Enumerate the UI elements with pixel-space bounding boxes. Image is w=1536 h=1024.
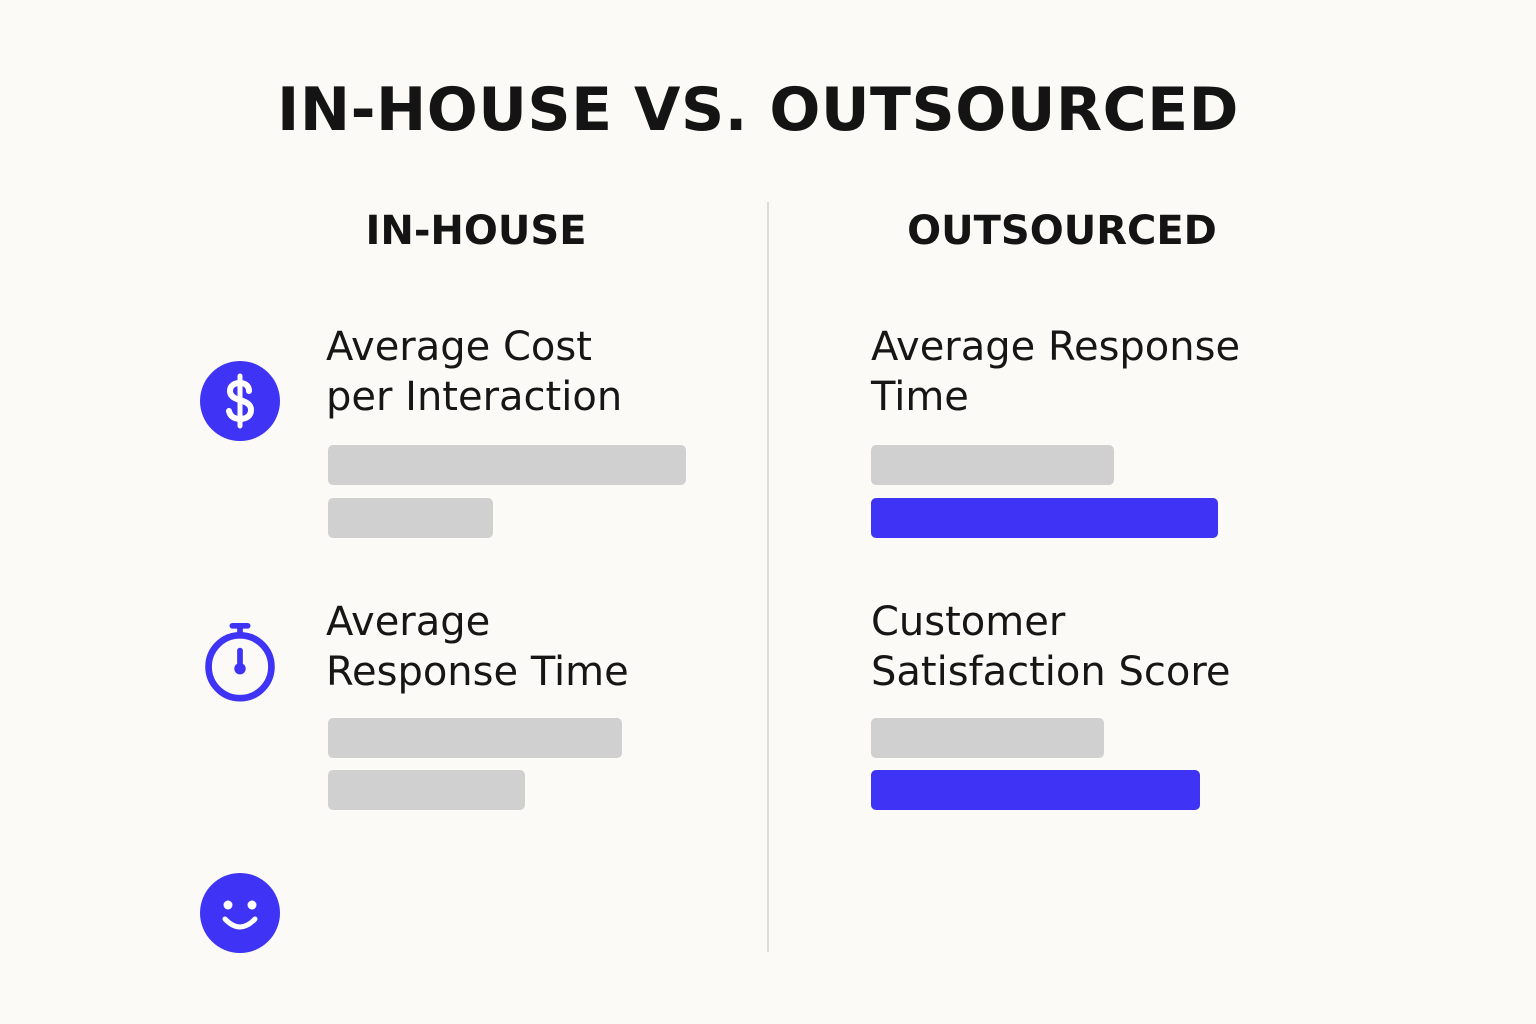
- outsourced-satisfaction-bar-2: [871, 770, 1200, 810]
- label-line: Average: [326, 599, 491, 645]
- label-line: Average Cost: [326, 324, 592, 370]
- outsourced-response-bar-1: [871, 445, 1114, 485]
- in-house-response-bar-1: [328, 718, 622, 758]
- in-house-cost-bar-1: [328, 445, 686, 485]
- page-title: IN-HOUSE VS. OUTSOURCED: [277, 75, 1239, 145]
- column-divider: [767, 202, 769, 952]
- label-line: Satisfaction Score: [871, 649, 1231, 695]
- label-line: Time: [871, 374, 969, 420]
- outsourced-metric-satisfaction-label: Customer Satisfaction Score: [871, 597, 1231, 697]
- label-line: per Interaction: [326, 374, 623, 420]
- label-line: Response Time: [326, 649, 629, 695]
- in-house-response-bar-2: [328, 770, 525, 810]
- in-house-cost-bar-2: [328, 498, 493, 538]
- outsourced-response-bar-2: [871, 498, 1218, 538]
- outsourced-heading: OUTSOURCED: [907, 208, 1217, 254]
- in-house-heading: IN-HOUSE: [365, 208, 587, 254]
- label-line: Average Response: [871, 324, 1241, 370]
- outsourced-satisfaction-bar-1: [871, 718, 1104, 758]
- in-house-metric-response-label: Average Response Time: [326, 597, 629, 697]
- dollar-icon: [200, 361, 280, 441]
- in-house-metric-cost-label: Average Cost per Interaction: [326, 322, 622, 422]
- outsourced-metric-response-label: Average Response Time: [871, 322, 1240, 422]
- stopwatch-icon: [200, 622, 280, 702]
- label-line: Customer: [871, 599, 1066, 645]
- smiley-icon: [200, 873, 280, 953]
